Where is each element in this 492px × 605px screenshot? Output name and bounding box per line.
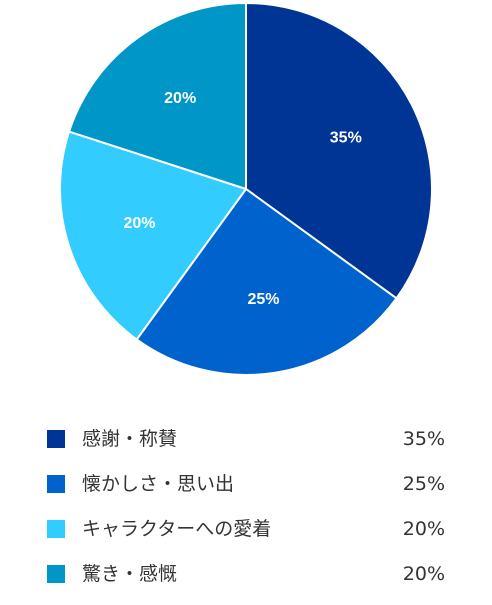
pie-slice — [68, 2, 247, 190]
pie-slice-label: 20% — [164, 90, 196, 107]
pie-slice-label: 35% — [330, 130, 362, 147]
legend-swatch — [47, 430, 65, 448]
legend-value: 20% — [402, 563, 445, 585]
legend-item: キャラクターへの愛着 20% — [47, 509, 447, 554]
legend-swatch — [47, 520, 65, 538]
legend-label: 懐かしさ・思い出 — [82, 473, 235, 495]
legend-value: 35% — [402, 428, 445, 450]
pie-slice-label: 25% — [248, 291, 280, 308]
legend-value: 25% — [402, 473, 445, 495]
legend-swatch — [47, 475, 65, 493]
pie-slice — [59, 130, 247, 341]
pie-slice — [135, 188, 398, 376]
legend-swatch — [47, 565, 65, 583]
pie-slices — [59, 2, 433, 376]
pie-chart: 35% 25% 20% 20% — [59, 2, 433, 376]
legend-label: キャラクターへの愛着 — [82, 518, 272, 540]
pie-slice-labels: 35% 25% 20% 20% — [123, 90, 361, 308]
legend-item: 懐かしさ・思い出 25% — [47, 464, 447, 509]
legend-item: 驚き・感慨 20% — [47, 554, 447, 599]
pie-slice — [245, 2, 433, 300]
legend-item: 感謝・称賛 35% — [47, 419, 447, 464]
legend-value: 20% — [402, 518, 445, 540]
legend: 感謝・称賛 35% 懐かしさ・思い出 25% キャラクターへの愛着 20% 驚き… — [47, 419, 447, 599]
legend-label: 感謝・称賛 — [82, 428, 178, 450]
legend-label: 驚き・感慨 — [82, 563, 178, 585]
pie-slice-label: 20% — [123, 215, 155, 232]
